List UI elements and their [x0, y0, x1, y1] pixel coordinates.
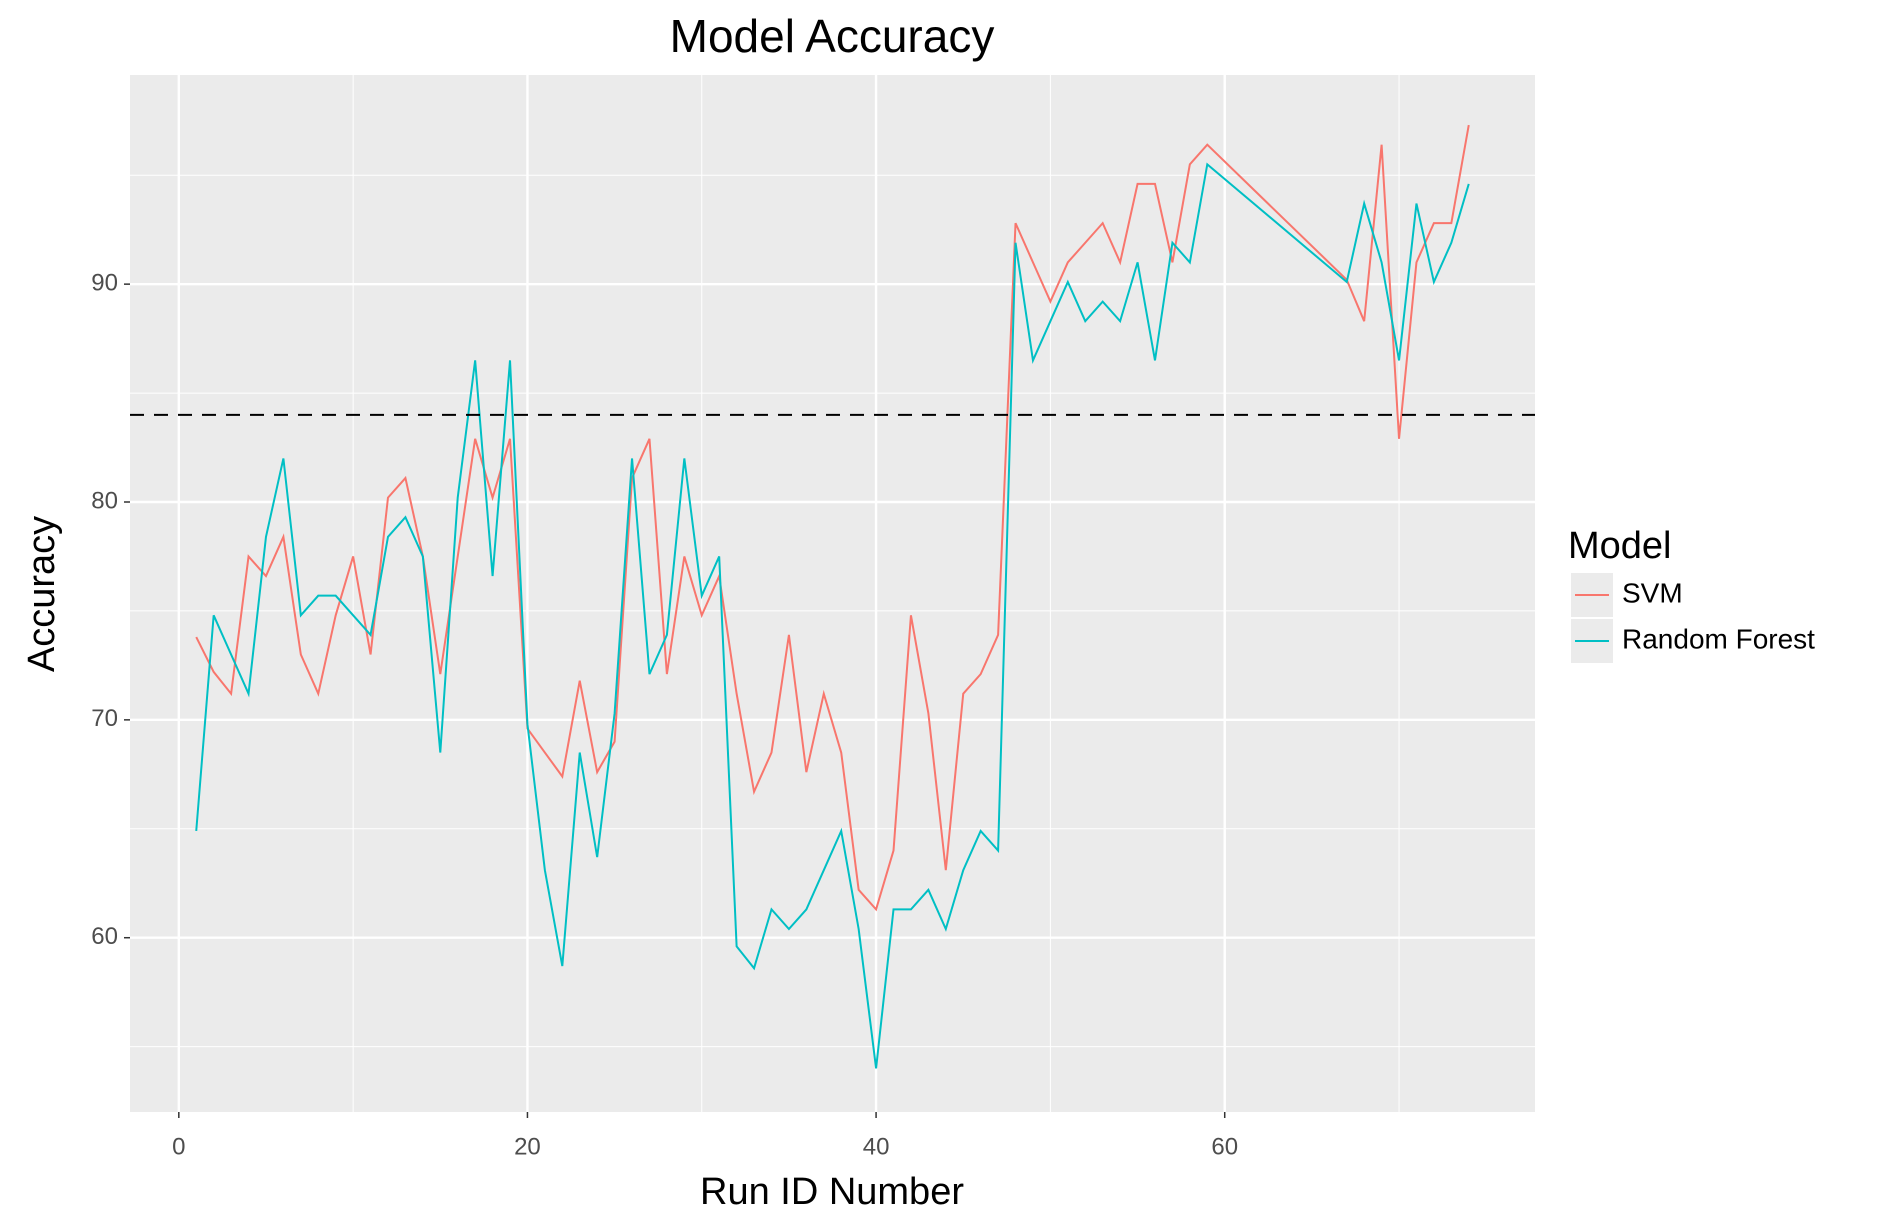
y-tick-label: 70 [91, 705, 118, 732]
x-axis-title: Run ID Number [700, 1171, 964, 1213]
y-tick-label: 90 [91, 269, 118, 296]
y-tick-label: 60 [91, 923, 118, 950]
legend-label: Random Forest [1622, 623, 1815, 654]
data-line [195, 162, 1470, 1069]
plot-panel [130, 75, 1535, 1112]
x-tick-label: 60 [1211, 1133, 1238, 1160]
x-tick-label: 40 [863, 1133, 890, 1160]
y-axis-title: Accuracy [21, 516, 63, 672]
legend-title: Model [1568, 525, 1672, 567]
y-tick-label: 80 [91, 487, 118, 514]
x-tick-label: 20 [514, 1133, 541, 1160]
data-line [195, 124, 1470, 912]
chart-title: Model Accuracy [670, 10, 995, 62]
x-tick-label: 0 [172, 1133, 185, 1160]
legend-label: SVM [1622, 577, 1683, 608]
